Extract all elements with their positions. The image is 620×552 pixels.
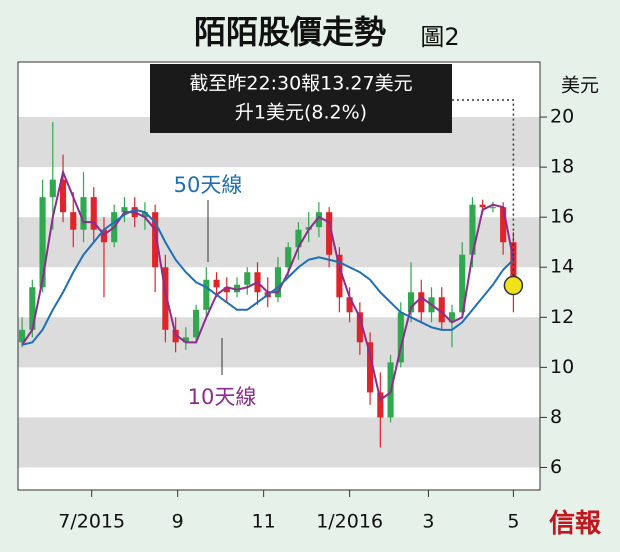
y-tick-label: 6 — [550, 456, 562, 478]
candle-body — [356, 312, 363, 343]
candle-body — [203, 279, 210, 310]
x-tick-label: 3 — [422, 511, 434, 533]
candle-body — [223, 287, 230, 293]
chart-title: 陌陌股價走勢 — [194, 13, 386, 51]
grid-band — [18, 317, 540, 368]
x-tick-label: 7/2015 — [58, 511, 125, 533]
latest-price-marker — [503, 275, 524, 296]
y-tick-label: 14 — [550, 256, 574, 278]
candle-body — [367, 342, 374, 393]
candle-body — [19, 329, 26, 343]
candle-body — [70, 212, 77, 230]
candle-body — [500, 207, 507, 243]
candle-body — [244, 272, 251, 285]
grid-band — [18, 417, 540, 468]
moving-average-line — [21, 168, 515, 402]
candle-body — [397, 312, 404, 363]
series-label: 50天線 — [174, 173, 243, 197]
candle-body — [479, 204, 486, 208]
x-tick-label: 9 — [172, 511, 184, 533]
source-logo: 信報 — [549, 509, 602, 539]
annotation-leader — [452, 99, 515, 286]
candle-body — [49, 179, 56, 198]
candle-body — [448, 312, 456, 323]
candle-body — [90, 197, 97, 230]
y-tick-label: 18 — [550, 156, 574, 178]
y-tick-label: 10 — [550, 356, 574, 378]
candle-body — [377, 392, 384, 418]
x-tick-label: 1/2016 — [316, 511, 383, 533]
candle-body — [39, 197, 46, 288]
y-tick-label: 8 — [550, 406, 562, 428]
candle-body — [182, 337, 189, 343]
candle-body — [233, 284, 241, 293]
y-tick-label: 12 — [550, 306, 574, 328]
grid-band — [18, 217, 540, 268]
annotation-text: 截至昨22:30報13.27美元 — [189, 73, 412, 95]
candle-body — [152, 212, 159, 268]
candle-body — [193, 309, 200, 338]
candle-body — [285, 247, 292, 268]
candle-body — [469, 204, 476, 255]
moving-average-line — [21, 208, 515, 346]
candle-body — [407, 292, 415, 313]
candle-body — [438, 297, 445, 323]
candle-body — [141, 212, 148, 218]
candle-body — [59, 179, 67, 213]
y-unit: 美元 — [561, 75, 599, 97]
candle-body — [80, 197, 87, 230]
candle-body — [346, 297, 353, 313]
candle-body — [295, 229, 302, 248]
candle-body — [489, 207, 496, 209]
annotation-text: 升1美元(8.2%) — [235, 102, 367, 124]
candle-body — [162, 267, 169, 330]
candle-body — [213, 279, 220, 288]
candle-body — [172, 329, 179, 343]
candle-body — [326, 212, 333, 255]
x-tick-label: 5 — [507, 511, 519, 533]
y-tick-label: 20 — [550, 106, 574, 128]
candle-body — [121, 207, 128, 213]
annotation-box — [150, 64, 452, 133]
series-label: 10天線 — [188, 385, 257, 409]
candle-body — [315, 212, 322, 228]
candle-body — [336, 254, 343, 298]
candle-body — [418, 292, 425, 313]
candle-body — [459, 254, 466, 313]
y-tick-label: 16 — [550, 206, 574, 228]
candle-body — [274, 267, 282, 298]
candle-body — [100, 229, 108, 243]
candle-body — [29, 287, 36, 330]
figure-label: 圖2 — [420, 23, 459, 51]
x-tick-label: 11 — [252, 511, 276, 533]
